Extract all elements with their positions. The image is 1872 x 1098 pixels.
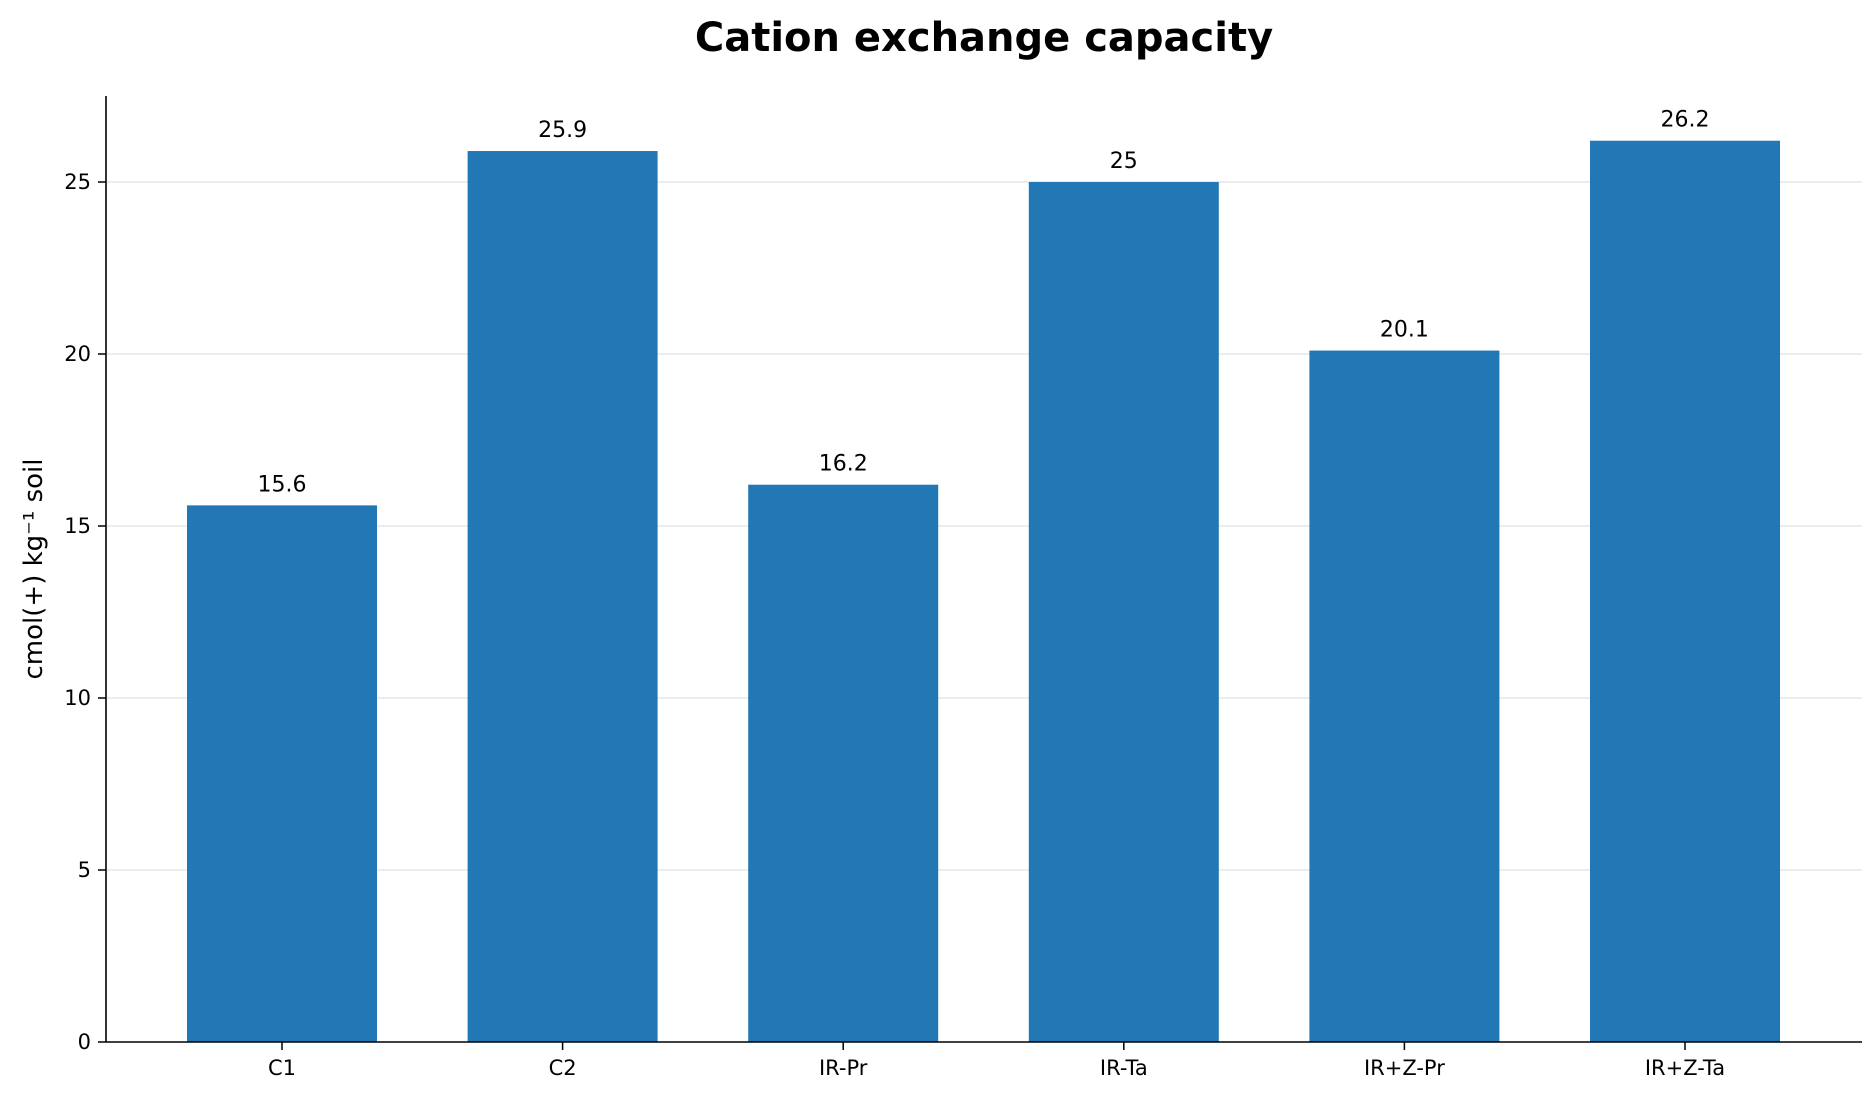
bars (187, 140, 1780, 1043)
data-label: 20.1 (1380, 318, 1429, 343)
bar-ir-pr (748, 484, 939, 1043)
data-label: 25 (1110, 149, 1138, 174)
y-tick-label: 5 (78, 858, 91, 882)
gridlines (106, 181, 1862, 871)
data-label: 16.2 (819, 452, 868, 477)
y-tick-label: 10 (64, 686, 91, 710)
data-label: 15.6 (258, 472, 307, 497)
bar-ir-z-pr (1309, 350, 1500, 1042)
bar-ir-ta (1028, 182, 1219, 1042)
x-tick-label: C1 (268, 1056, 296, 1080)
data-labels: 15.6 25.9 16.2 25 20.1 26.2 (258, 108, 1710, 498)
y-tick-label: 25 (64, 170, 91, 194)
bar-ir-z-ta (1590, 140, 1780, 1043)
bar-c2 (467, 151, 658, 1043)
y-tick-label: 20 (64, 342, 91, 366)
y-tick-label: 0 (78, 1030, 91, 1054)
y-tick-label: 15 (64, 514, 91, 538)
data-label: 26.2 (1661, 108, 1710, 133)
bar-c1 (187, 505, 377, 1042)
y-axis-label: cmol(+) kg⁻¹ soil (19, 459, 49, 680)
x-tick-label: IR-Pr (819, 1056, 868, 1080)
data-label: 25.9 (538, 118, 587, 143)
x-tick-label: IR-Ta (1100, 1056, 1148, 1080)
x-tick-label: IR+Z-Ta (1645, 1056, 1725, 1080)
x-tick-label: C2 (549, 1056, 577, 1080)
x-tick-label: IR+Z-Pr (1364, 1056, 1445, 1080)
chart-title: Cation exchange capacity (695, 15, 1273, 61)
axes: 0 5 10 15 20 25 C1 C2 IR-Pr IR-Ta IR+Z-Pr IR+Z-Ta (64, 96, 1862, 1080)
